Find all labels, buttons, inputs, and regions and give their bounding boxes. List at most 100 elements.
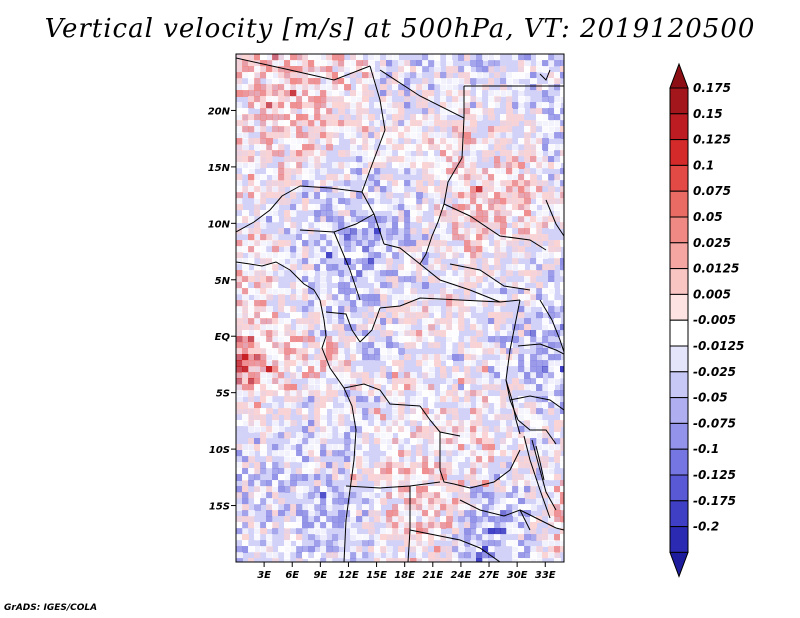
field-cell — [308, 474, 315, 481]
field-cell — [386, 546, 393, 553]
field-cell — [350, 534, 357, 541]
field-cell — [338, 210, 345, 217]
field-cell — [398, 450, 405, 457]
field-cell — [362, 234, 369, 241]
field-cell — [278, 186, 285, 193]
field-cell — [326, 396, 333, 403]
field-cell — [404, 306, 411, 313]
field-cell — [302, 402, 309, 409]
field-cell — [374, 270, 381, 277]
field-cell — [464, 552, 471, 559]
field-cell — [488, 192, 495, 199]
field-cell — [254, 144, 261, 151]
field-cell — [296, 210, 303, 217]
field-cell — [236, 456, 243, 463]
field-cell — [404, 312, 411, 319]
field-cell — [326, 378, 333, 385]
field-cell — [476, 192, 483, 199]
field-cell — [530, 180, 537, 187]
field-cell — [434, 72, 441, 79]
field-cell — [386, 426, 393, 433]
field-cell — [554, 360, 561, 367]
field-cell — [320, 504, 327, 511]
field-cell — [392, 318, 399, 325]
field-cell — [254, 474, 261, 481]
field-cell — [284, 408, 291, 415]
colorbar-label: 0.005 — [693, 287, 731, 301]
lon-tick-label: 21E — [422, 570, 443, 581]
field-cell — [518, 222, 525, 229]
field-cell — [548, 486, 555, 493]
field-cell — [356, 324, 363, 331]
field-cell — [482, 360, 489, 367]
field-cell — [554, 408, 561, 415]
field-cell — [236, 360, 243, 367]
field-cell — [260, 336, 267, 343]
field-cell — [326, 492, 333, 499]
field-cell — [470, 72, 477, 79]
field-cell — [416, 552, 423, 559]
field-cell — [374, 360, 381, 367]
field-cell — [506, 198, 513, 205]
field-cell — [350, 168, 357, 175]
field-cell — [494, 546, 501, 553]
field-cell — [482, 372, 489, 379]
field-cell — [434, 162, 441, 169]
field-cell — [416, 444, 423, 451]
field-cell — [554, 114, 561, 121]
field-cell — [464, 234, 471, 241]
field-cell — [500, 432, 507, 439]
field-cell — [398, 534, 405, 541]
field-cell — [362, 324, 369, 331]
field-cell — [494, 216, 501, 223]
field-cell — [326, 552, 333, 559]
field-cell — [314, 420, 321, 427]
field-cell — [542, 90, 549, 97]
field-cell — [410, 426, 417, 433]
field-cell — [506, 78, 513, 85]
field-cell — [398, 306, 405, 313]
field-cell — [524, 330, 531, 337]
field-cell — [428, 402, 435, 409]
field-cell — [332, 198, 339, 205]
field-cell — [554, 480, 561, 487]
field-cell — [422, 216, 429, 223]
field-cell — [470, 336, 477, 343]
field-cell — [242, 102, 249, 109]
field-cell — [236, 126, 243, 133]
field-cell — [248, 516, 255, 523]
field-cell — [266, 156, 273, 163]
field-cell — [398, 282, 405, 289]
field-cell — [248, 498, 255, 505]
field-cell — [518, 270, 525, 277]
field-cell — [440, 240, 447, 247]
field-cell — [518, 312, 525, 319]
field-cell — [260, 462, 267, 469]
field-cell — [356, 438, 363, 445]
field-cell — [428, 198, 435, 205]
field-cell — [278, 54, 285, 61]
field-cell — [518, 408, 525, 415]
field-cell — [254, 156, 261, 163]
field-cell — [368, 90, 375, 97]
field-cell — [392, 426, 399, 433]
field-cell — [326, 186, 333, 193]
field-cell — [536, 534, 543, 541]
field-cell — [458, 546, 465, 553]
field-cell — [392, 414, 399, 421]
field-cell — [320, 408, 327, 415]
field-cell — [416, 66, 423, 73]
field-cell — [284, 420, 291, 427]
field-cell — [434, 498, 441, 505]
field-cell — [272, 510, 279, 517]
field-cell — [314, 234, 321, 241]
field-cell — [464, 252, 471, 259]
field-cell — [272, 84, 279, 91]
field-cell — [362, 204, 369, 211]
field-cell — [440, 504, 447, 511]
field-cell — [350, 264, 357, 271]
field-cell — [320, 282, 327, 289]
field-cell — [464, 198, 471, 205]
lat-tick-label: 5S — [216, 389, 230, 400]
field-cell — [374, 468, 381, 475]
